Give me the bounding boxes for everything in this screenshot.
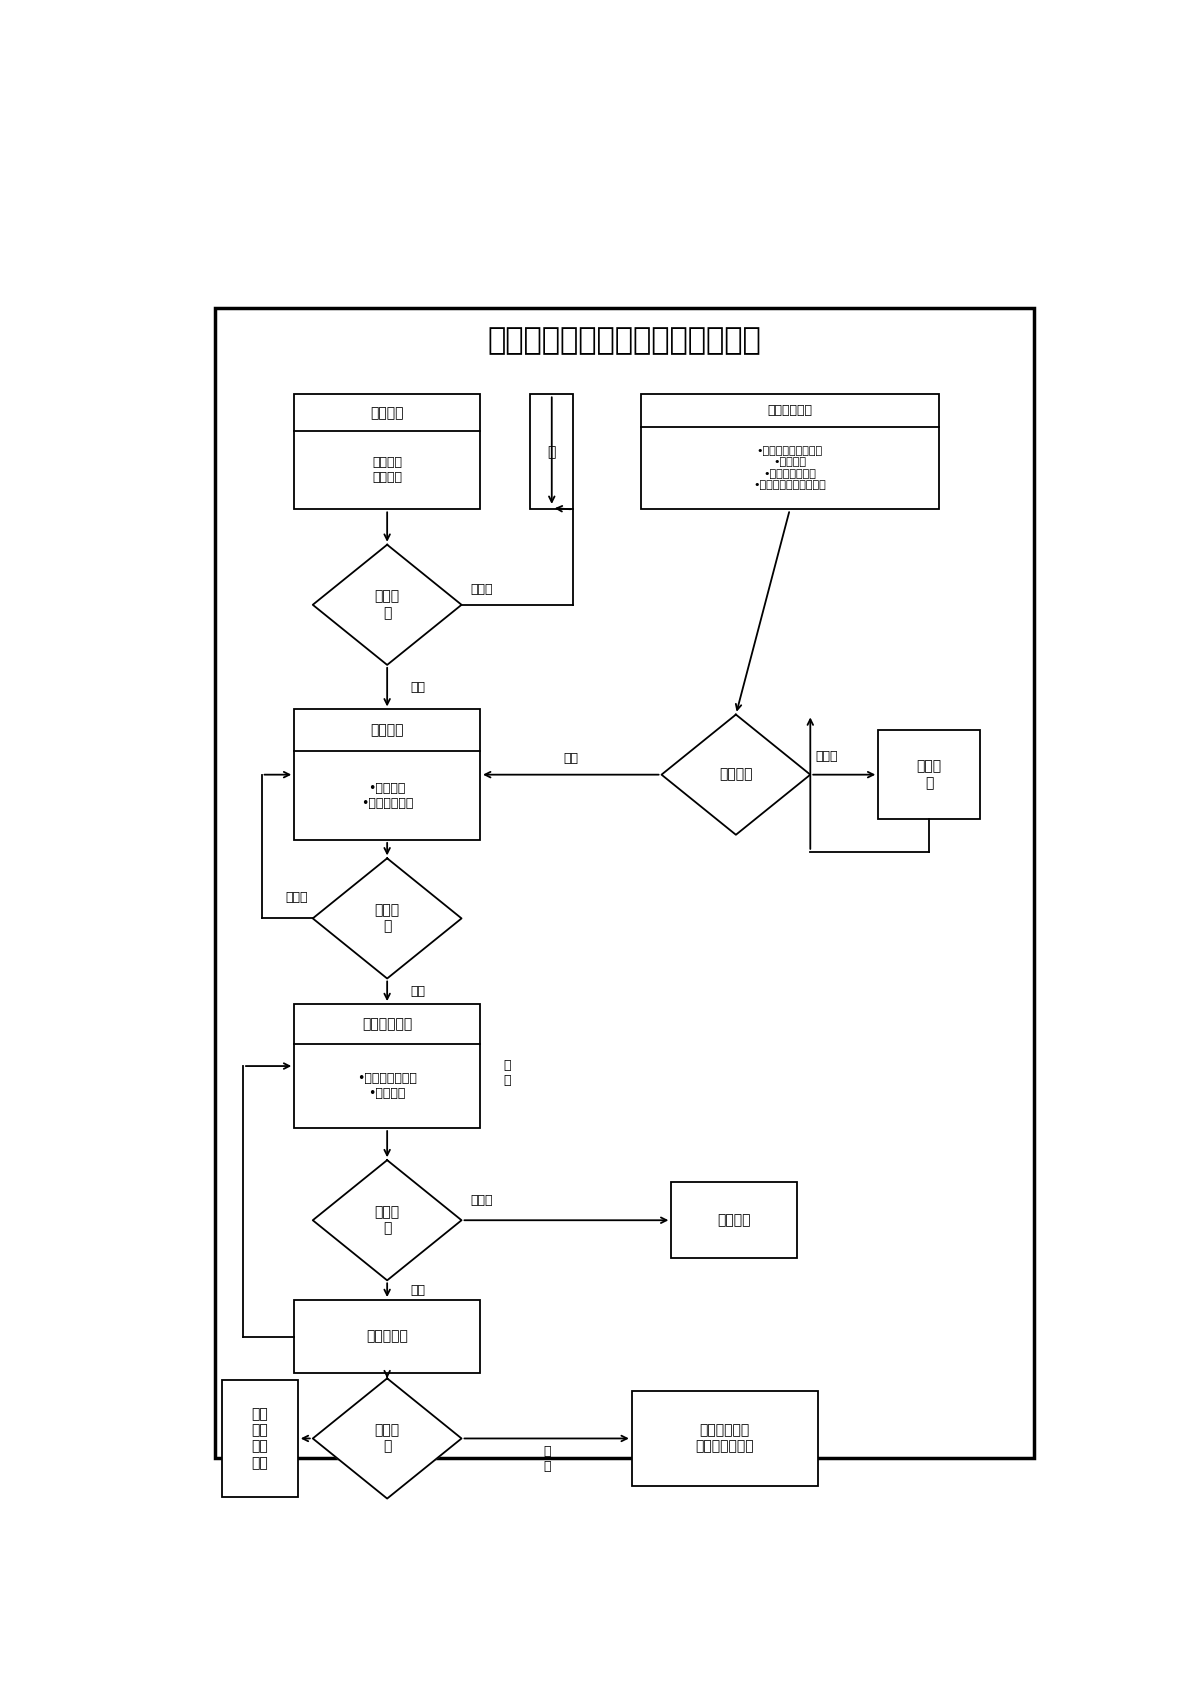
- Text: 基底处理: 基底处理: [371, 723, 404, 736]
- Text: 合格: 合格: [410, 984, 426, 998]
- Bar: [222, 1380, 298, 1497]
- Bar: [294, 1300, 480, 1373]
- Text: 合格: 合格: [410, 680, 426, 694]
- Polygon shape: [313, 1161, 462, 1280]
- Text: 现场检
测: 现场检 测: [374, 1205, 400, 1235]
- Text: 不合格: 不合格: [286, 891, 308, 905]
- Text: 审核结
果: 审核结 果: [374, 589, 400, 619]
- Text: 合格: 合格: [410, 1283, 426, 1297]
- Text: 同意: 同意: [563, 752, 578, 765]
- Text: •清除松土
•切坡，挖台阶: •清除松土 •切坡，挖台阶: [361, 782, 413, 809]
- Bar: [294, 709, 480, 840]
- Text: 回填完
毕: 回填完 毕: [374, 1424, 400, 1454]
- Text: 场
场: 场 场: [542, 1446, 551, 1473]
- Text: 下一层施工: 下一层施工: [366, 1329, 408, 1344]
- Text: •逐层检查压实度
•保证宽度: •逐层检查压实度 •保证宽度: [358, 1073, 418, 1100]
- Text: 桥头回填检查: 桥头回填检查: [362, 1017, 413, 1030]
- Text: 加强碾压: 加强碾压: [718, 1213, 751, 1227]
- Text: 土料试验
石料试验: 土料试验 石料试验: [372, 456, 402, 484]
- Polygon shape: [313, 545, 462, 665]
- Text: 更: 更: [547, 445, 556, 458]
- Text: 改
料: 改 料: [504, 1059, 511, 1086]
- Text: 不同意: 不同意: [815, 750, 838, 764]
- Polygon shape: [313, 859, 462, 979]
- Text: 不合格: 不合格: [470, 582, 493, 596]
- Text: •审核人，材料，机械
•击实试验
•审核基底压实度
•砂石配合比，对比试验: •审核人，材料，机械 •击实试验 •审核基底压实度 •砂石配合比，对比试验: [754, 446, 827, 490]
- Text: 审批开工报告: 审批开工报告: [767, 404, 812, 417]
- Bar: [530, 394, 574, 509]
- Polygon shape: [313, 1378, 462, 1498]
- Bar: [631, 1392, 817, 1485]
- Bar: [671, 1183, 797, 1257]
- Text: 锥坡砌筑监理
（按圩工常规）: 锥坡砌筑监理 （按圩工常规）: [696, 1424, 754, 1454]
- Text: 补充报
告: 补充报 告: [917, 760, 942, 789]
- Polygon shape: [661, 714, 810, 835]
- Bar: [878, 730, 980, 820]
- Text: 备料试验: 备料试验: [371, 406, 404, 419]
- Text: 现场检
测: 现场检 测: [374, 903, 400, 933]
- Text: 桥头回填、锥坡砌筑监理工作程序: 桥头回填、锥坡砌筑监理工作程序: [487, 326, 761, 355]
- Bar: [294, 1005, 480, 1129]
- Text: 盖梁
枕梁
搭板
施工: 盖梁 枕梁 搭板 施工: [251, 1407, 268, 1470]
- Bar: [294, 394, 480, 509]
- Bar: [641, 394, 938, 509]
- Text: 审批结果: 审批结果: [719, 767, 752, 782]
- Text: 不合格: 不合格: [470, 1195, 493, 1207]
- Bar: [215, 309, 1033, 1458]
